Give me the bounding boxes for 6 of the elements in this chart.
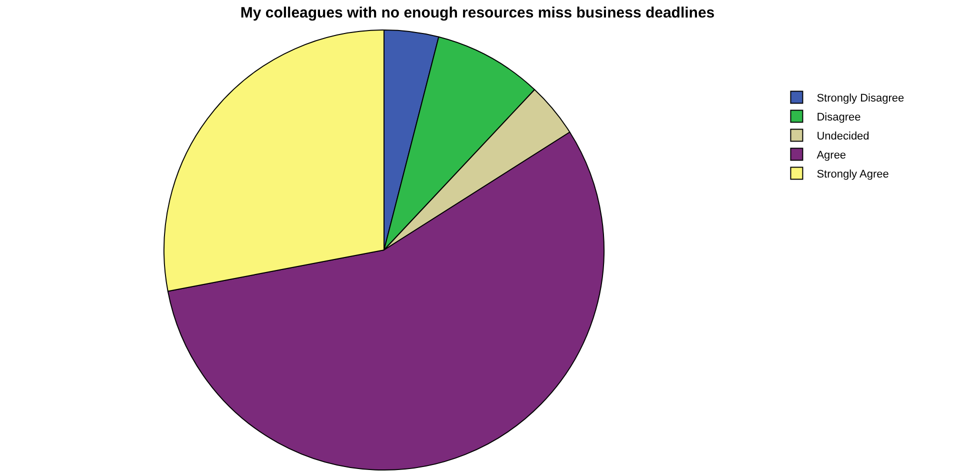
legend-label: Strongly Agree: [816, 168, 889, 181]
legend-label: Undecided: [816, 130, 870, 143]
legend-label: Agree: [816, 150, 846, 162]
legend-label: Disagree: [816, 112, 861, 124]
legend-label: Strongly Disagree: [816, 92, 904, 105]
chart-title: My colleagues with no enough resources miss business deadlines: [240, 4, 715, 22]
